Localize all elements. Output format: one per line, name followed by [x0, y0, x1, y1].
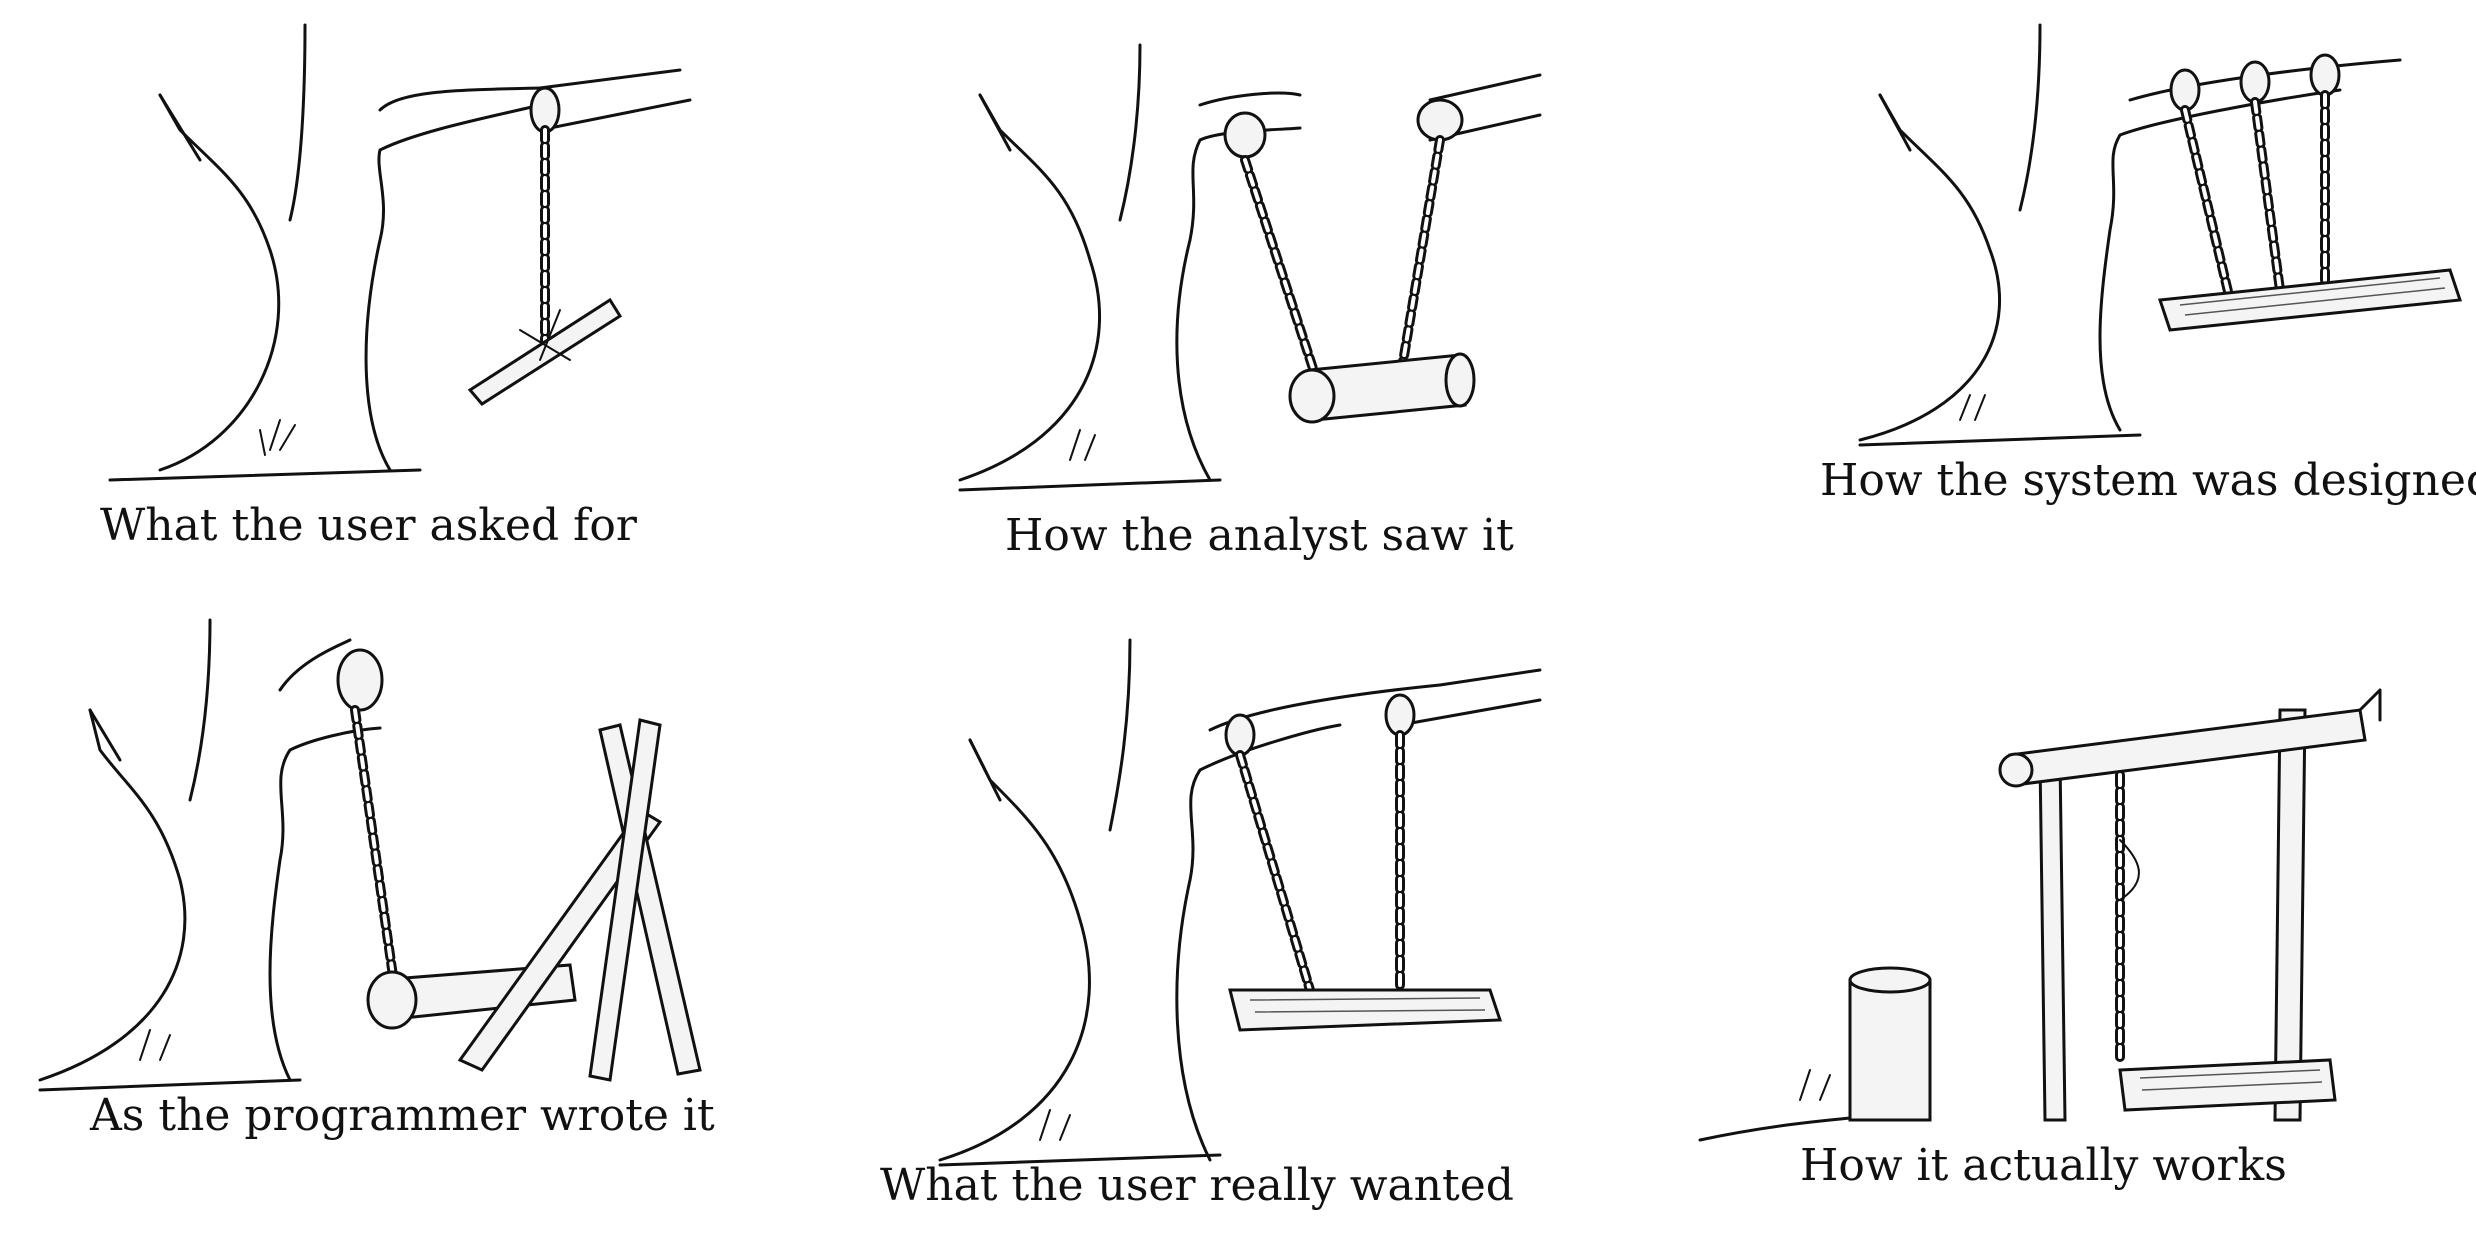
- caption-system-designed: How the system was designed: [1820, 455, 2476, 506]
- tree-swing-three-ropes-illustration: [1858, 23, 2463, 447]
- caption-programmer-wrote: As the programmer wrote it: [90, 1090, 715, 1141]
- tree-swing-single-rope-illustration: [108, 23, 692, 482]
- caption-user-really-wanted: What the user really wanted: [880, 1160, 1514, 1211]
- panel-user-asked: What the user asked for: [0, 0, 760, 600]
- tree-swing-with-crossed-poles-illustration: [38, 618, 702, 1092]
- tree-swing-plank-two-ropes-illustration: [938, 638, 1542, 1167]
- panel-system-designed: How the system was designed: [1800, 0, 2476, 600]
- panel-analyst-saw: How the analyst saw it: [900, 0, 1660, 600]
- panel-actually-works: How it actually works: [1680, 600, 2476, 1236]
- caption-user-asked: What the user asked for: [100, 500, 637, 551]
- caption-analyst-saw: How the analyst saw it: [1005, 510, 1514, 561]
- caption-actually-works: How it actually works: [1800, 1140, 2287, 1191]
- tree-swing-offset-ropes-illustration: [958, 43, 1542, 492]
- panel-programmer-wrote: As the programmer wrote it: [0, 600, 760, 1236]
- tire-on-frame-swing-beside-stump-illustration: [1698, 688, 2382, 1142]
- panel-user-really-wanted: What the user really wanted: [880, 600, 1640, 1236]
